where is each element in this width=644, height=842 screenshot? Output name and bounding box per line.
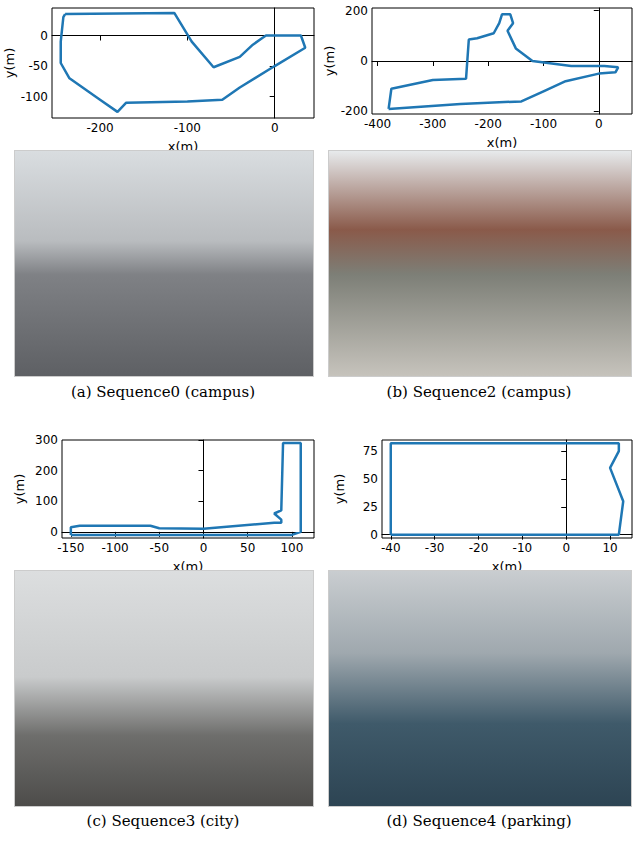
svg-text:x(m): x(m) <box>487 135 518 150</box>
svg-text:300: 300 <box>35 433 58 447</box>
svg-text:0: 0 <box>595 117 603 131</box>
svg-text:-50: -50 <box>149 541 169 555</box>
html-text:(d) Sequence4 (parking): (d) Sequence4 (parking) <box>386 812 572 830</box>
svg-text:y(m): y(m) <box>332 474 347 505</box>
html-text:(a) Sequence0 (campus): (a) Sequence0 (campus) <box>70 383 256 401</box>
svg-text:75: 75 <box>363 444 378 458</box>
svg-text:200: 200 <box>35 464 58 478</box>
svg-text:y(m): y(m) <box>12 474 27 505</box>
svg-text:-200: -200 <box>86 121 113 135</box>
svg-text:-300: -300 <box>419 117 446 131</box>
svg-text:-150: -150 <box>57 541 84 555</box>
svg-text:0: 0 <box>50 525 58 539</box>
svg-text:-100: -100 <box>174 121 201 135</box>
svg-text:50: 50 <box>240 541 255 555</box>
svg-text:0: 0 <box>40 29 48 43</box>
svg-text:-100: -100 <box>530 117 557 131</box>
svg-text:-200: -200 <box>475 117 502 131</box>
svg-text:0: 0 <box>370 528 378 542</box>
svg-text:x(m): x(m) <box>167 139 199 154</box>
svg-text:-40: -40 <box>381 541 401 555</box>
svg-text:-30: -30 <box>425 541 445 555</box>
svg-text:0: 0 <box>271 121 279 135</box>
html-text:(b) Sequence2 (campus): (b) Sequence2 (campus) <box>386 383 572 401</box>
svg-text:10: 10 <box>602 541 617 555</box>
svg-text:-100: -100 <box>21 90 48 104</box>
svg-text:-50: -50 <box>28 59 48 73</box>
svg-text:0: 0 <box>562 541 570 555</box>
svg-text:25: 25 <box>363 500 378 514</box>
svg-text:x(m): x(m) <box>172 559 204 574</box>
svg-text:-400: -400 <box>364 117 391 131</box>
html-text:(c) Sequence3 (city): (c) Sequence3 (city) <box>86 812 240 830</box>
svg-text:100: 100 <box>35 494 58 508</box>
svg-text:50: 50 <box>363 472 378 486</box>
svg-text:100: 100 <box>280 541 303 555</box>
svg-text:-20: -20 <box>469 541 489 555</box>
svg-text:0: 0 <box>200 541 208 555</box>
svg-text:-10: -10 <box>513 541 533 555</box>
svg-text:200: 200 <box>345 4 368 18</box>
svg-text:y(m): y(m) <box>2 48 17 79</box>
svg-text:y(m): y(m) <box>322 46 337 77</box>
svg-text:0: 0 <box>360 54 368 68</box>
svg-text:-100: -100 <box>101 541 128 555</box>
svg-text:x(m): x(m) <box>491 559 523 574</box>
svg-text:-200: -200 <box>340 104 368 119</box>
